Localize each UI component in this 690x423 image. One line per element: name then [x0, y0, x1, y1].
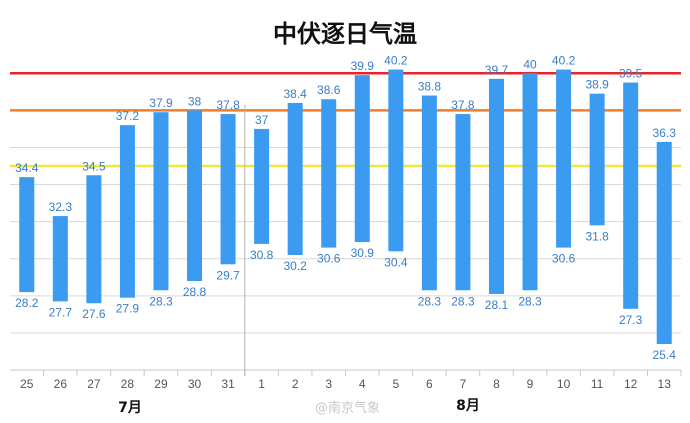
x-tick-label: 26 — [54, 377, 68, 391]
low-value-label: 25.4 — [653, 348, 677, 362]
temp-range-bar — [220, 114, 236, 265]
high-value-label: 34.5 — [82, 159, 106, 173]
x-tick-label: 4 — [359, 377, 366, 391]
x-tick-label: 3 — [325, 377, 332, 391]
x-tick-label: 29 — [154, 377, 168, 391]
x-tick-label: 27 — [87, 377, 101, 391]
temp-range-bar — [119, 125, 135, 298]
x-tick-label: 9 — [527, 377, 534, 391]
high-value-label: 39.7 — [485, 63, 509, 77]
low-value-label: 28.3 — [418, 294, 442, 308]
low-value-label: 28.8 — [183, 285, 207, 299]
x-tick-label: 30 — [188, 377, 202, 391]
temp-range-bar — [623, 82, 639, 309]
temp-range-bar — [589, 93, 605, 226]
x-tick-label: 1 — [258, 377, 265, 391]
temp-range-bar — [421, 95, 437, 291]
high-value-label: 37.8 — [216, 98, 240, 112]
x-tick-label: 11 — [591, 377, 604, 391]
temp-range-bar — [153, 112, 169, 291]
low-value-label: 30.2 — [283, 259, 307, 273]
temp-range-bar — [354, 75, 370, 243]
low-value-label: 31.8 — [585, 229, 609, 243]
low-value-label: 28.2 — [15, 296, 39, 310]
x-tick-label: 8 — [493, 377, 500, 391]
reference-lines — [10, 72, 681, 168]
x-tick-label: 10 — [557, 377, 571, 391]
x-tick-label: 25 — [20, 377, 34, 391]
x-tick-label: 12 — [624, 377, 638, 391]
high-value-label: 34.4 — [15, 161, 39, 175]
high-value-label: 32.3 — [49, 200, 73, 214]
temp-range-bar — [86, 175, 102, 304]
temp-range-bar — [656, 141, 672, 345]
high-value-label: 40 — [523, 57, 537, 71]
month-label-july: 7月 — [118, 400, 142, 416]
low-value-label: 30.6 — [552, 252, 576, 266]
low-value-label: 27.6 — [82, 307, 106, 321]
low-value-label: 28.3 — [451, 294, 475, 308]
high-value-label: 37 — [255, 113, 269, 127]
high-value-label: 37.9 — [149, 96, 173, 110]
high-value-label: 38.4 — [283, 87, 307, 101]
x-tick-label: 28 — [121, 377, 135, 391]
x-tick-label: 31 — [221, 377, 235, 391]
high-value-label: 38.9 — [585, 78, 609, 92]
high-value-label: 40.2 — [384, 54, 408, 68]
temp-range-bar — [455, 114, 471, 291]
low-value-label: 30.8 — [250, 248, 274, 262]
temp-range-bar — [52, 216, 68, 302]
high-value-label: 39.9 — [351, 59, 375, 73]
month-label-august: 8月 — [456, 398, 480, 414]
temp-range-bar — [321, 99, 337, 248]
low-value-label: 28.1 — [485, 298, 509, 312]
low-value-label: 30.6 — [317, 252, 341, 266]
chart-title: 中伏逐日气温 — [273, 20, 417, 48]
low-value-label: 30.9 — [351, 246, 375, 260]
x-tick-label: 7 — [460, 377, 467, 391]
high-value-label: 37.2 — [116, 109, 140, 123]
low-value-label: 29.7 — [216, 268, 240, 282]
temp-range-bar — [187, 110, 203, 281]
temp-range-bar — [254, 128, 270, 244]
x-tick-label: 13 — [658, 377, 672, 391]
high-value-label: 39.5 — [619, 67, 643, 81]
high-value-label: 36.3 — [653, 126, 677, 140]
x-tick-label: 5 — [392, 377, 399, 391]
watermark: @南京气象 — [315, 400, 380, 416]
x-axis: 25 26 27 28 29 30 31 1 2 3 4 5 6 7 8 9 10 11 12 13 — [10, 104, 682, 391]
value-labels: 34.4 28.2 32.3 27.7 34.5 27.6 37.2 27.9 37.9 28.3… — [15, 54, 676, 362]
temp-range-bar — [287, 102, 303, 256]
low-value-label: 27.3 — [619, 313, 643, 327]
low-value-label: 30.4 — [384, 255, 408, 269]
bars — [19, 69, 672, 345]
temp-range-bar — [556, 69, 572, 248]
high-value-label: 40.2 — [552, 54, 576, 68]
high-value-label: 38.8 — [418, 80, 442, 94]
low-value-label: 27.7 — [49, 305, 73, 319]
low-value-label: 27.9 — [116, 302, 140, 316]
low-value-label: 28.3 — [518, 294, 542, 308]
x-tick-label: 6 — [426, 377, 433, 391]
high-value-label: 38 — [188, 94, 202, 108]
temp-range-bar — [488, 78, 504, 294]
x-tick-label: 2 — [292, 377, 299, 391]
low-value-label: 28.3 — [149, 294, 173, 308]
temp-range-bar — [522, 73, 538, 291]
gridlines — [10, 146, 681, 334]
temp-range-bar — [19, 177, 35, 293]
temp-range-bar — [388, 69, 404, 252]
high-value-label: 38.6 — [317, 83, 341, 97]
high-value-label: 37.8 — [451, 98, 475, 112]
